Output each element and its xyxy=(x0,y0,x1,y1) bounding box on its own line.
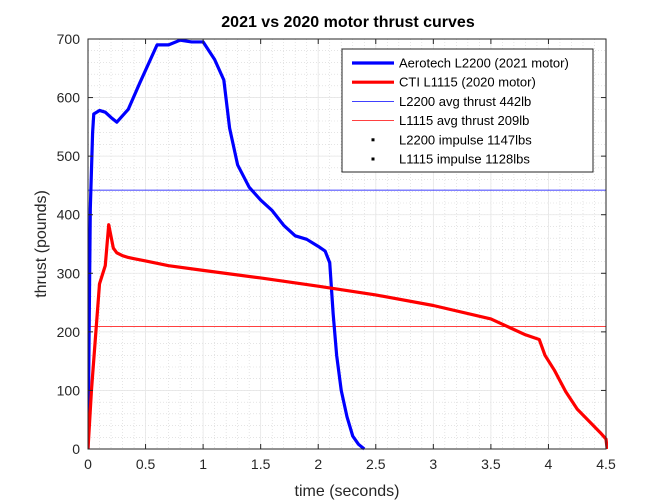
legend-label-3: L2200 avg thrust 442lb xyxy=(399,94,531,109)
x-tick-labels: 0 0.5 1 1.5 2 2.5 3 3.5 4 4.5 xyxy=(84,456,616,472)
legend-label-6: L1115 impulse 1128lbs xyxy=(399,152,530,167)
legend-label-1: Aerotech L2200 (2021 motor) xyxy=(399,56,569,71)
x-tick-label: 0.5 xyxy=(136,456,156,472)
series-line-2 xyxy=(88,223,608,450)
y-tick-label: 500 xyxy=(57,148,81,164)
legend-label-2: CTI L1115 (2020 motor) xyxy=(399,75,536,90)
legend-label-4: L1115 avg thrust 209lb xyxy=(399,113,529,128)
x-tick-label: 0 xyxy=(84,456,92,472)
legend: Aerotech L2200 (2021 motor) CTI L1115 (20… xyxy=(341,48,594,173)
chart-title: 2021 vs 2020 motor thrust curves xyxy=(221,14,475,31)
y-tick-label: 0 xyxy=(72,441,80,457)
x-tick-label: 1.5 xyxy=(251,456,271,472)
y-axis-label: thrust (pounds) xyxy=(33,190,50,298)
y-tick-label: 400 xyxy=(57,207,81,223)
y-tick-label: 300 xyxy=(57,265,81,281)
legend-marker-6 xyxy=(371,157,375,161)
series-layer xyxy=(88,38,608,451)
x-tick-label: 2.5 xyxy=(366,456,386,472)
y-tick-label: 700 xyxy=(57,31,81,47)
x-tick-label: 1 xyxy=(199,456,207,472)
legend-marker-5 xyxy=(371,138,375,142)
legend-label-5: L2200 impulse 1147lbs xyxy=(399,132,532,147)
x-tick-label: 2 xyxy=(314,456,322,472)
x-axis-label: time (seconds) xyxy=(295,483,400,500)
plot-frame xyxy=(87,38,607,450)
axis-ticks xyxy=(87,38,607,450)
y-tick-label: 100 xyxy=(57,382,81,398)
x-tick-label: 4.5 xyxy=(596,456,616,472)
y-tick-labels: 0 100 200 300 400 500 600 700 xyxy=(57,31,81,457)
y-tick-label: 200 xyxy=(57,324,81,340)
x-tick-label: 3 xyxy=(429,456,437,472)
legend-entries: Aerotech L2200 (2021 motor) CTI L1115 (20… xyxy=(352,56,569,167)
series-line-1 xyxy=(88,38,366,451)
x-tick-label: 4 xyxy=(545,456,553,472)
x-tick-label: 3.5 xyxy=(481,456,501,472)
legend-box xyxy=(341,48,594,173)
y-tick-label: 600 xyxy=(57,90,81,106)
